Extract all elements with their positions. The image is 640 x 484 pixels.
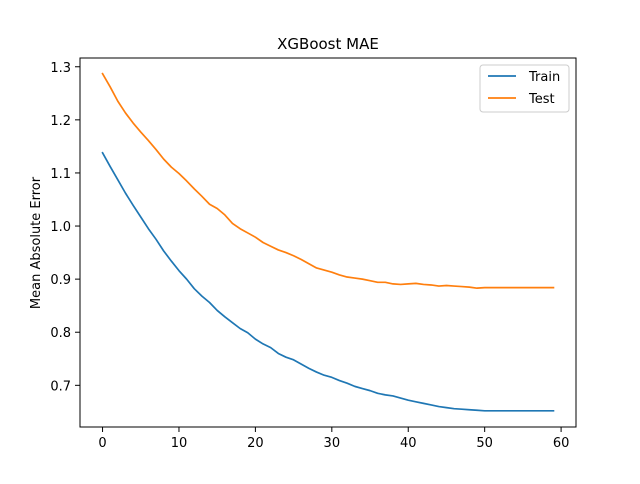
series-line-test: [101, 72, 555, 290]
x-tick-label: 40: [400, 436, 417, 451]
y-tick-label: 0.9: [50, 273, 71, 288]
series-line-train: [101, 151, 555, 412]
ticks-layer: 0 10 20 30 40 50 60 0.7 0.8 0.9 1.0 1.1 1.2 1.3: [50, 61, 569, 451]
y-tick-label: 1.3: [50, 61, 71, 76]
x-tick-label: 50: [476, 436, 493, 451]
x-tick-label: 30: [324, 436, 341, 451]
x-tick-label: 0: [98, 436, 106, 451]
x-tick-label: 60: [553, 436, 570, 451]
x-tick-label: 20: [247, 436, 264, 451]
y-tick-label: 1.1: [50, 167, 71, 182]
x-tick-label: 10: [171, 436, 188, 451]
y-axis-label: Mean Absolute Error: [29, 176, 44, 309]
y-tick-label: 0.7: [50, 379, 71, 394]
series-layer: [101, 72, 555, 412]
y-tick-label: 1.2: [50, 114, 71, 129]
legend-label-test: Test: [528, 92, 555, 107]
y-tick-label: 0.8: [50, 326, 71, 341]
legend: Train Test: [479, 64, 570, 113]
legend-label-train: Train: [528, 70, 560, 85]
plot-frame: [79, 57, 577, 428]
y-tick-label: 1.0: [50, 220, 71, 235]
chart-title: XGBoost MAE: [277, 35, 379, 53]
